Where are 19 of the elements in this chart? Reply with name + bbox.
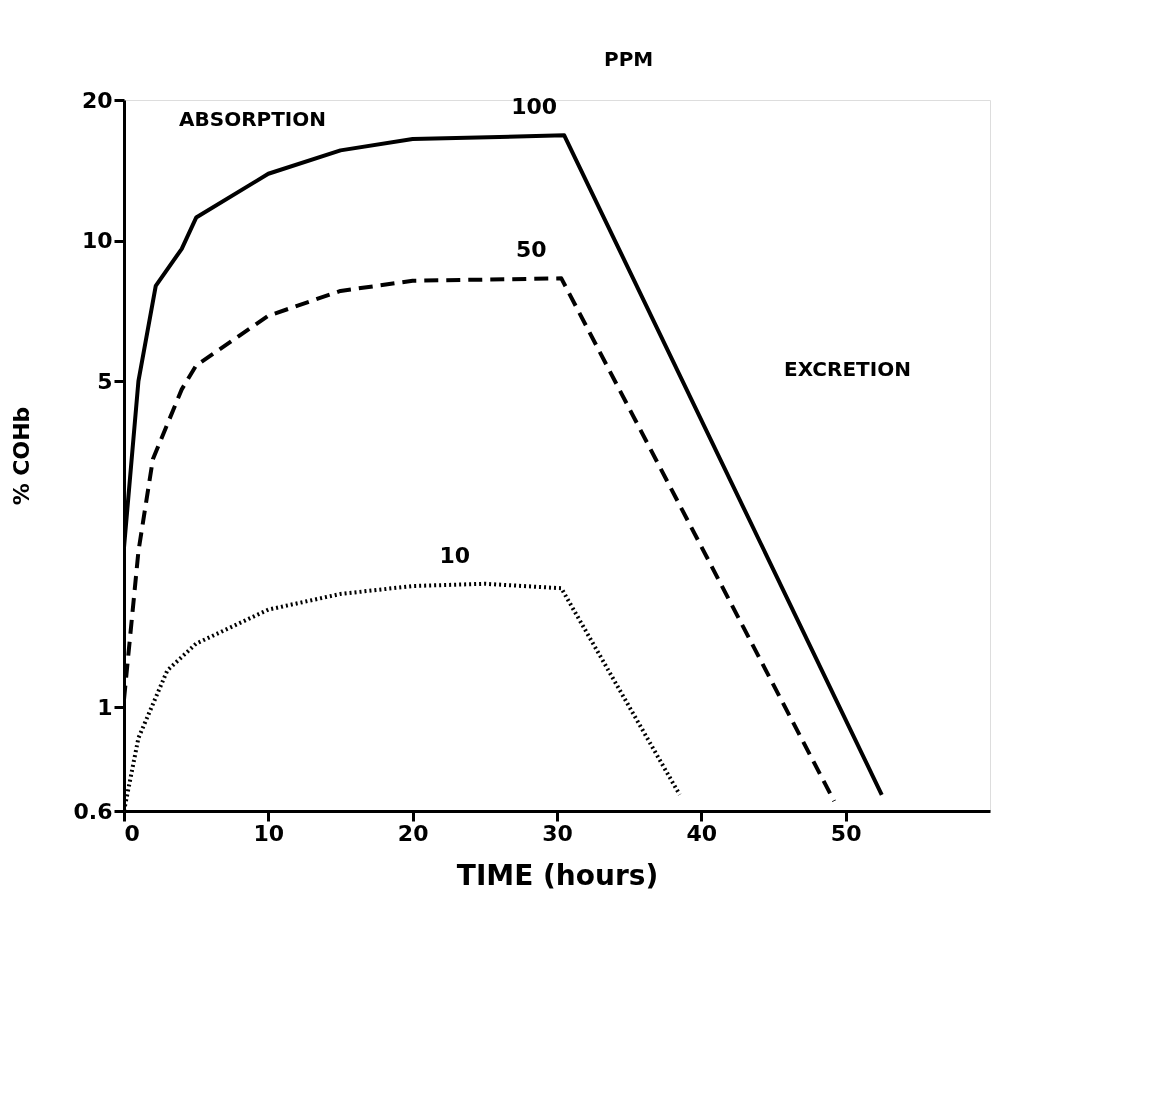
text: PPM [604,47,654,71]
x-tick-label: 30 [542,820,573,846]
x-tick-label: 50 [830,820,862,846]
y-tick-label: 5 [97,368,113,394]
x-tick-label: 40 [686,820,718,846]
annotation: EXCRETION [784,357,911,381]
x-tick-label: 10 [253,820,285,846]
y-tick-label: 20 [81,87,113,113]
y-tick-label: 0.6 [73,798,113,824]
y-tick-label: 1 [97,694,113,720]
y-axis-title: % COHb [8,406,34,506]
annotation: ABSORPTION [179,107,327,131]
x-tick-label: 0 [124,820,140,846]
y-tick-label: 10 [81,228,113,254]
x-tick-label: 20 [397,820,429,846]
x-axis-title: TIME (hours) [456,858,659,892]
series-label: 10 [439,542,471,568]
series-label: 50 [516,237,547,263]
series-label: 100 [511,94,558,120]
